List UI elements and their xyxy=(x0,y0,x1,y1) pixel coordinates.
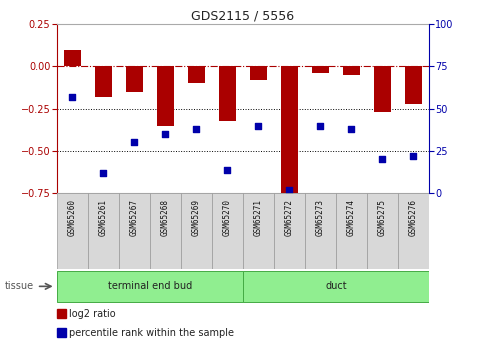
Point xyxy=(410,153,418,159)
Bar xyxy=(281,66,298,198)
Text: tissue: tissue xyxy=(5,282,34,291)
Bar xyxy=(243,271,429,302)
Text: GSM65274: GSM65274 xyxy=(347,199,356,236)
Text: GSM65275: GSM65275 xyxy=(378,199,387,236)
Bar xyxy=(57,193,88,269)
Text: GSM65261: GSM65261 xyxy=(99,199,108,236)
Point xyxy=(379,157,387,162)
Point xyxy=(317,123,324,128)
Bar xyxy=(95,66,112,97)
Bar xyxy=(343,66,360,75)
Text: GSM65269: GSM65269 xyxy=(192,199,201,236)
Bar xyxy=(219,66,236,120)
Point xyxy=(285,187,293,193)
Bar xyxy=(243,193,274,269)
Bar xyxy=(212,193,243,269)
Text: GSM65276: GSM65276 xyxy=(409,199,418,236)
Point xyxy=(99,170,107,176)
Text: GSM65273: GSM65273 xyxy=(316,199,325,236)
Text: GSM65271: GSM65271 xyxy=(254,199,263,236)
Text: terminal end bud: terminal end bud xyxy=(107,281,192,290)
Text: GSM65270: GSM65270 xyxy=(223,199,232,236)
Bar xyxy=(274,193,305,269)
Bar xyxy=(374,66,391,112)
Point xyxy=(223,167,231,172)
Bar xyxy=(312,66,329,73)
Bar xyxy=(188,66,205,83)
Text: GSM65268: GSM65268 xyxy=(161,199,170,236)
Bar xyxy=(57,271,243,302)
Point xyxy=(348,126,355,132)
Bar xyxy=(181,193,212,269)
Point xyxy=(254,123,262,128)
Text: duct: duct xyxy=(325,281,347,290)
Bar xyxy=(150,193,181,269)
Text: GSM65267: GSM65267 xyxy=(130,199,139,236)
Point xyxy=(130,140,138,145)
Bar xyxy=(336,193,367,269)
Bar xyxy=(367,193,398,269)
Bar xyxy=(64,49,81,66)
Point xyxy=(161,131,169,137)
Bar xyxy=(305,193,336,269)
Point xyxy=(68,94,76,100)
Title: GDS2115 / 5556: GDS2115 / 5556 xyxy=(191,10,294,23)
Bar xyxy=(119,193,150,269)
Bar xyxy=(398,193,429,269)
Text: percentile rank within the sample: percentile rank within the sample xyxy=(69,328,234,338)
Text: GSM65260: GSM65260 xyxy=(68,199,77,236)
Bar xyxy=(250,66,267,80)
Point xyxy=(192,126,200,132)
Bar xyxy=(126,66,143,92)
Bar xyxy=(405,66,422,104)
Text: GSM65272: GSM65272 xyxy=(285,199,294,236)
Bar xyxy=(88,193,119,269)
Text: log2 ratio: log2 ratio xyxy=(69,309,116,319)
Bar xyxy=(157,66,174,126)
